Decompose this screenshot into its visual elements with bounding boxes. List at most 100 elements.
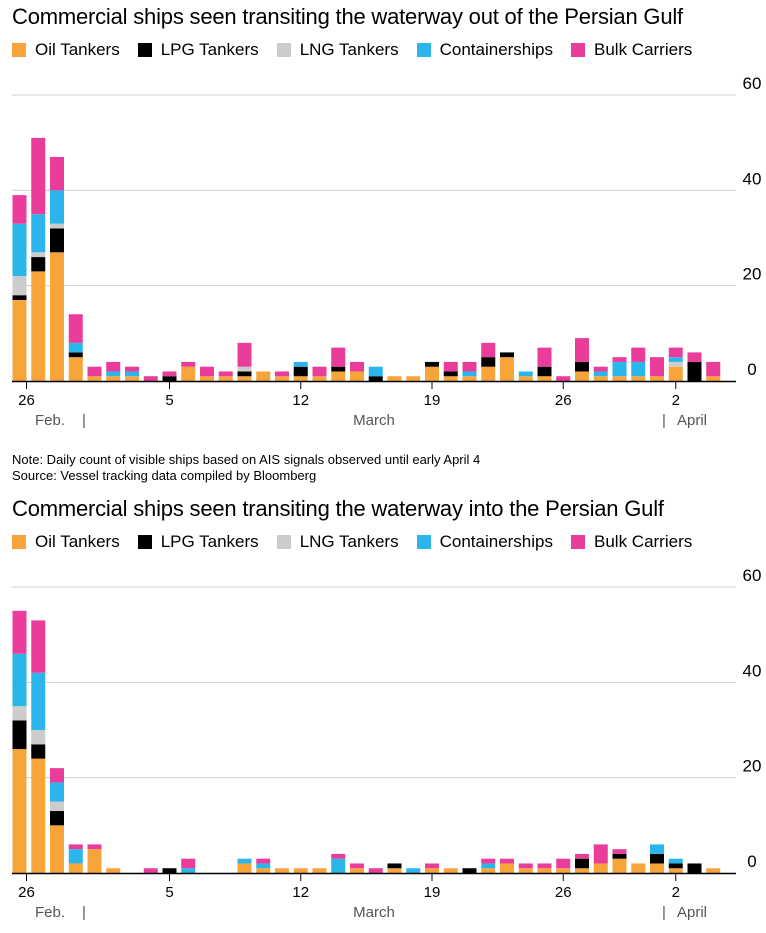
bar-segment-oil	[668, 868, 683, 873]
bar-segment-container	[50, 190, 64, 224]
bar-segment-oil	[293, 376, 308, 381]
bar-segment-lpg	[293, 366, 308, 377]
bar-segment-lng	[31, 252, 46, 258]
bar-segment-lpg	[575, 361, 589, 372]
bar-segment-container	[406, 868, 421, 873]
bar-segment-oil	[500, 863, 514, 873]
bar-segment-oil	[500, 357, 514, 381]
bar-segment-oil	[706, 868, 721, 873]
bar-segment-lpg	[31, 257, 46, 272]
bar-segment-oil	[425, 366, 439, 381]
month-label-april: April	[677, 904, 707, 921]
legend-label: LPG Tankers	[160, 532, 259, 551]
bar-segment-oil	[481, 868, 496, 873]
source-text: Source: Vessel tracking data compiled by…	[12, 468, 317, 483]
bar-segment-bulk	[462, 361, 477, 372]
y-tick-label: 60	[743, 74, 762, 93]
legend-swatch-oil	[12, 43, 26, 57]
legend-item-oil: Oil Tankers	[12, 40, 120, 60]
chart-outbound: Commercial ships seen transiting the wat…	[0, 0, 766, 450]
bar-segment-bulk	[87, 366, 102, 377]
bar-segment-container	[106, 371, 121, 377]
bar-segment-bulk	[331, 853, 346, 859]
bar-segment-bulk	[425, 863, 439, 869]
legend-label: Bulk Carriers	[594, 532, 693, 551]
bar-segment-oil	[12, 299, 27, 381]
bar-segment-lpg	[387, 863, 402, 869]
legend-item-lpg: LPG Tankers	[137, 40, 259, 60]
bar-segment-lpg	[237, 371, 252, 377]
chart-notes: Note: Daily count of visible ships based…	[12, 452, 480, 484]
bar-segment-bulk	[631, 347, 646, 362]
legend-label: Bulk Carriers	[594, 40, 693, 59]
bar-segment-oil	[68, 863, 83, 873]
bar-segment-container	[462, 371, 477, 377]
bar-segment-bulk	[181, 361, 196, 367]
bar-segment-oil	[706, 376, 721, 381]
bar-segment-oil	[556, 868, 571, 873]
bar-segment-bulk	[200, 366, 214, 377]
y-tick-label: 0	[747, 360, 756, 379]
x-tick-label: 19	[424, 392, 441, 409]
bar-segment-container	[668, 357, 683, 362]
bar-segment-oil	[237, 376, 252, 381]
bar-segment-oil	[443, 868, 458, 873]
bar-segment-lng	[50, 223, 64, 229]
bar-segment-bulk	[500, 858, 514, 864]
month-label-feb: Feb.	[35, 904, 65, 921]
bar-segment-container	[593, 371, 608, 377]
bar-segment-lpg	[50, 811, 64, 826]
legend-item-lng: LNG Tankers	[276, 532, 399, 552]
y-tick-label: 40	[743, 169, 762, 188]
bar-segment-bulk	[68, 844, 83, 850]
month-separator: |	[662, 412, 666, 429]
bar-segment-bulk	[537, 863, 552, 869]
bar-segment-oil	[537, 868, 552, 873]
bar-segment-oil	[575, 868, 589, 873]
bar-segment-bulk	[162, 371, 177, 377]
bar-segment-lng	[12, 276, 27, 296]
legend-label: Oil Tankers	[35, 40, 120, 59]
bar-segment-oil	[387, 868, 402, 873]
bar-segment-oil	[256, 868, 271, 873]
bar-segment-oil	[275, 868, 289, 873]
bar-segment-lng	[668, 361, 683, 367]
bar-segment-oil	[612, 376, 627, 381]
bar-segment-oil	[125, 376, 139, 381]
bar-segment-oil	[350, 371, 364, 381]
legend-swatch-bulk	[571, 43, 585, 57]
bar-segment-oil	[518, 376, 533, 381]
bar-segment-oil	[462, 376, 477, 381]
chart-plot-inbound: 0 20 40 60 26 5 12 19 26 2 Feb. | March | April	[12, 566, 762, 921]
bar-segment-lpg	[425, 361, 439, 367]
bar-segment-oil	[218, 376, 233, 381]
legend-swatch-lng	[276, 43, 291, 57]
y-tick-label: 60	[743, 566, 762, 585]
legend-label: LPG Tankers	[160, 40, 259, 59]
bar-segment-oil	[181, 366, 196, 381]
bar-segment-lpg	[668, 863, 683, 869]
x-tick-label: 26	[18, 884, 35, 901]
bar-segment-oil	[312, 376, 327, 381]
x-tick-label: 26	[555, 392, 572, 409]
bar-segment-bulk	[331, 347, 346, 367]
bar-segment-oil	[612, 858, 627, 873]
bar-segment-bulk	[12, 610, 27, 654]
bar-segment-oil	[312, 868, 327, 873]
bar-segment-oil	[293, 868, 308, 873]
bar-segment-oil	[331, 371, 346, 381]
x-tick-label: 12	[292, 392, 309, 409]
bar-segment-oil	[575, 371, 589, 381]
bar-segment-lpg	[537, 366, 552, 377]
bar-segment-bulk	[612, 849, 627, 854]
bar-segment-container	[481, 863, 496, 869]
x-tick-label: 5	[165, 392, 173, 409]
chart-title: Commercial ships seen transiting the wat…	[12, 496, 664, 521]
bar-segment-container	[31, 672, 46, 730]
bar-segment-bulk	[368, 868, 383, 873]
bar-segment-bulk	[275, 371, 289, 377]
bar-segment-bulk	[50, 156, 64, 191]
legend: Oil Tankers LPG Tankers LNG Tankers Cont…	[12, 532, 710, 552]
bar-segment-oil	[668, 366, 683, 381]
bar-segment-lpg	[331, 366, 346, 372]
